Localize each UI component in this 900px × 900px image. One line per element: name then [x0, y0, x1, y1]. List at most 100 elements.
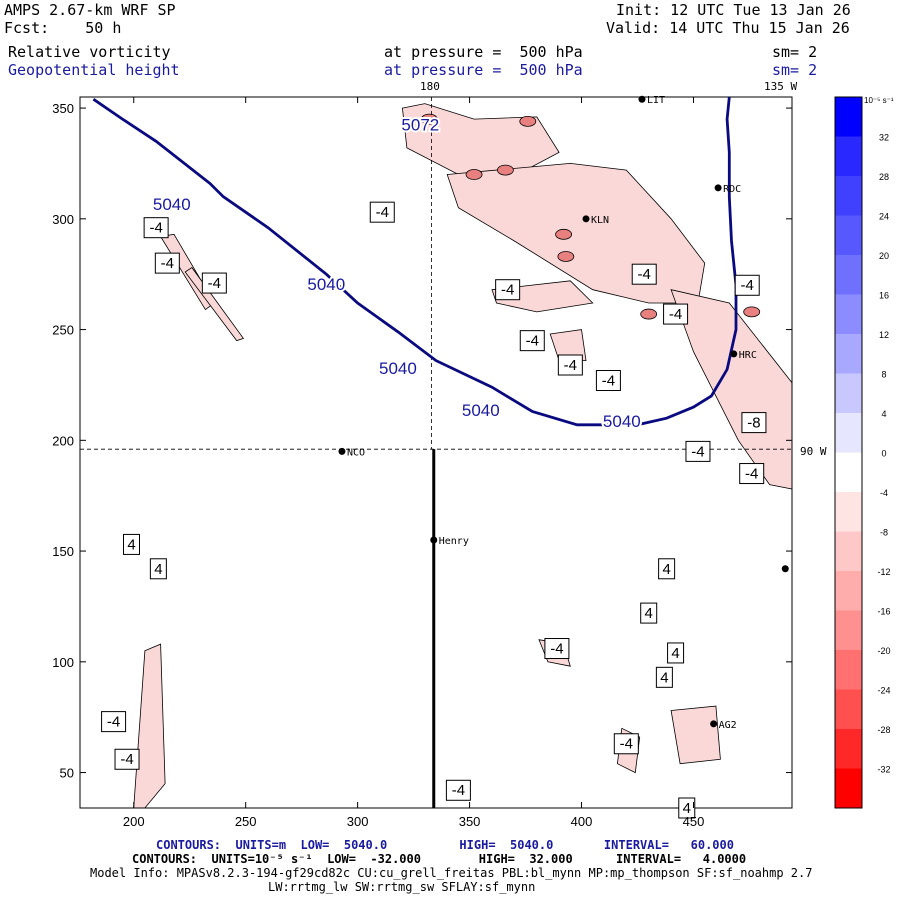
field1-smoothing: sm= 2 — [772, 43, 818, 61]
colorbar-tick-label: 0 — [881, 449, 886, 459]
y-tick-label: 250 — [52, 323, 74, 338]
colorbar-swatch — [835, 492, 862, 532]
vorticity-label: -4 — [161, 255, 174, 272]
colorbar-swatch — [835, 294, 862, 335]
vorticity-label-box — [154, 252, 180, 274]
colorbar-tick-label: -8 — [880, 528, 888, 538]
station-dot — [781, 565, 789, 573]
y-tick-label: 100 — [52, 655, 74, 670]
y-tick-label: 50 — [60, 766, 74, 781]
colorbar-tick-label: 24 — [879, 212, 889, 222]
plot-border — [79, 96, 793, 809]
height-label: 5040 — [379, 359, 417, 378]
station-label: NCO — [347, 447, 365, 458]
colorbar-swatch — [835, 729, 862, 769]
lon-180-label: 180 — [420, 80, 440, 93]
vorticity-label-box — [678, 797, 696, 819]
colorbar-tick-label: 8 — [881, 370, 886, 380]
colorbar-swatch — [835, 176, 862, 216]
vorticity-label: 4 — [645, 605, 653, 622]
vorticity-label: -4 — [620, 736, 633, 753]
vorticity-label-box — [640, 602, 658, 624]
vorticity-label-box — [122, 533, 140, 555]
vorticity-label-box — [613, 733, 639, 755]
vorticity-label-box — [734, 274, 760, 296]
colorbar-swatch — [835, 373, 862, 414]
vorticity-shading — [133, 103, 793, 809]
y-tick-label: 150 — [52, 544, 74, 559]
station-dot — [338, 447, 346, 455]
colorbar-swatch — [835, 334, 862, 374]
model-info: Model Info: MPASv8.2.3-194-gf29cd82c CU:… — [90, 866, 813, 880]
colorbar-swatch — [835, 571, 862, 611]
contour-info-vorticity: CONTOURS: UNITS=10⁻⁵ s⁻¹ LOW= -32.000 HI… — [132, 852, 747, 866]
colorbar-swatch — [835, 97, 862, 137]
vorticity-label: -4 — [526, 333, 539, 350]
vorticity-label: 4 — [660, 669, 668, 686]
colorbar-units: 10⁻⁵ s⁻¹ — [864, 96, 894, 105]
vorticity-label-box — [655, 666, 673, 688]
vorticity-label: -4 — [208, 275, 221, 292]
vorticity-label: -4 — [669, 306, 682, 323]
colorbar-swatch — [835, 215, 862, 256]
vorticity-label-box — [741, 412, 767, 434]
colorbar-swatch — [835, 452, 862, 493]
station-dot — [582, 215, 590, 223]
contour-info-height: CONTOURS: UNITS=m LOW= 5040.0 HIGH= 5040… — [156, 838, 734, 852]
height-contour-0 — [92, 96, 738, 427]
vorticity-label: 4 — [683, 800, 691, 817]
field2-smoothing: sm= 2 — [772, 61, 818, 79]
vorticity-label: -4 — [602, 372, 615, 389]
vorticity-label: -4 — [120, 751, 133, 768]
vorticity-label-box — [101, 711, 127, 733]
forecast-hour: Fcst: 50 h — [4, 19, 122, 37]
colorbar-swatch — [835, 689, 862, 730]
colorbar-swatch — [835, 610, 862, 651]
station-label: Henry — [439, 536, 469, 547]
vorticity-label-box — [544, 638, 570, 660]
colorbar-tick-label: 32 — [879, 133, 889, 143]
vorticity-label: 4 — [127, 536, 135, 553]
colorbar-swatch — [835, 136, 862, 177]
plot-frame — [79, 96, 793, 809]
vorticity-label-box — [369, 201, 395, 223]
colorbar-swatch — [835, 413, 862, 453]
colorbar-swatch — [835, 768, 862, 809]
colorbar-tick-label: -12 — [877, 567, 890, 577]
colorbar-swatch — [835, 650, 862, 690]
vorticity-label: -4 — [564, 357, 577, 374]
vorticity-area-7 — [133, 643, 166, 809]
vorticity-label: -4 — [741, 277, 754, 294]
x-tick-label: 300 — [347, 814, 369, 829]
vorticity-label-box — [114, 748, 140, 770]
vorticity-label-box — [557, 354, 583, 376]
colorbar-tick-label: -24 — [877, 686, 890, 696]
colorbar-tick-label: -20 — [877, 646, 890, 656]
station-dot — [714, 184, 722, 192]
height-label: 5040 — [153, 195, 191, 214]
x-tick-label: 400 — [571, 814, 593, 829]
vorticity-label-box — [663, 303, 689, 325]
geopotential-contours: 5040 5040 5040 5040 5040 5072 — [92, 96, 738, 433]
vorticity-label-box — [658, 558, 676, 580]
field1-level: at pressure = 500 hPa — [384, 43, 583, 61]
y-tick-label: 350 — [52, 101, 74, 116]
colorbar: 32 28 24 20 16 12 8 4 0 -4 -8 -12 -16 -20 -24 -28 -32 10⁻… — [834, 96, 894, 809]
vorticity-core-4 — [555, 228, 573, 240]
colorbar-tick-label: -16 — [877, 607, 890, 617]
x-tick-label: 250 — [235, 814, 257, 829]
colorbar-tick-label: 16 — [879, 291, 889, 301]
vorticity-area-5 — [549, 329, 587, 361]
vorticity-label-box — [631, 263, 657, 285]
station-label: KLN — [591, 215, 609, 226]
vorticity-label-box — [595, 370, 621, 392]
x-tick-label: 450 — [683, 814, 705, 829]
vorticity-label: 4 — [662, 561, 670, 578]
vorticity-label: -4 — [149, 220, 162, 237]
station-label: LIT — [647, 95, 665, 106]
colorbar-tick-label: -28 — [877, 725, 890, 735]
vorticity-label: -4 — [638, 266, 651, 283]
station-dot — [730, 350, 738, 358]
x-tick-label: 350 — [459, 814, 481, 829]
contour-labels: -4-4-4-4-4-4-4-4-4-4-4-4-8-444 44-4 44-4-4… — [101, 201, 767, 819]
